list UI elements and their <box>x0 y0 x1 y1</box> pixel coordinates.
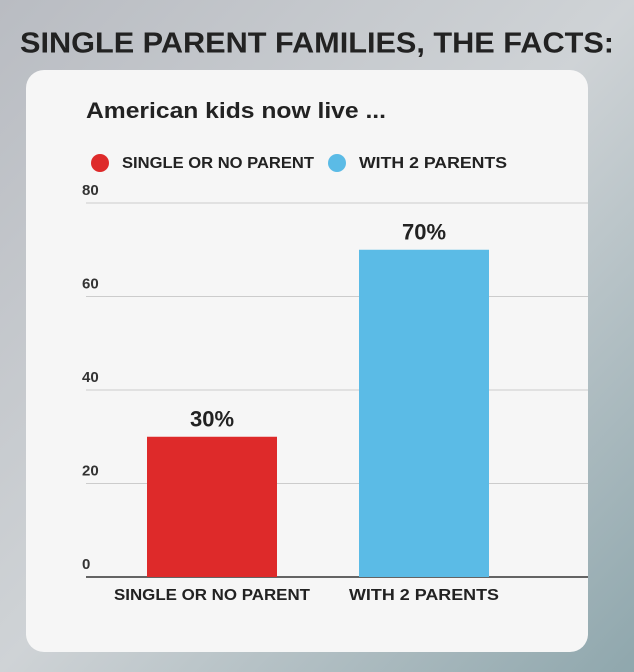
bar <box>359 249 489 577</box>
y-tick-label: 40 <box>82 369 99 386</box>
y-tick-label: 20 <box>82 462 99 479</box>
legend-label: WITH 2 PARENTS <box>359 155 507 172</box>
data-label: 30% <box>190 407 234 432</box>
x-tick-label: WITH 2 PARENTS <box>349 587 499 604</box>
chart-title: SINGLE PARENT FAMILIES, THE FACTS: <box>20 28 614 60</box>
bar <box>147 436 277 577</box>
legend-label: SINGLE OR NO PARENT <box>122 155 314 172</box>
legend-swatch <box>91 154 109 172</box>
y-tick-label: 60 <box>82 275 99 292</box>
y-tick-label: 80 <box>82 182 99 199</box>
legend-swatch <box>328 154 346 172</box>
x-tick-label: SINGLE OR NO PARENT <box>114 587 310 604</box>
y-tick-label: 0 <box>82 556 90 573</box>
chart-subtitle: American kids now live ... <box>86 98 386 123</box>
data-label: 70% <box>402 220 446 245</box>
